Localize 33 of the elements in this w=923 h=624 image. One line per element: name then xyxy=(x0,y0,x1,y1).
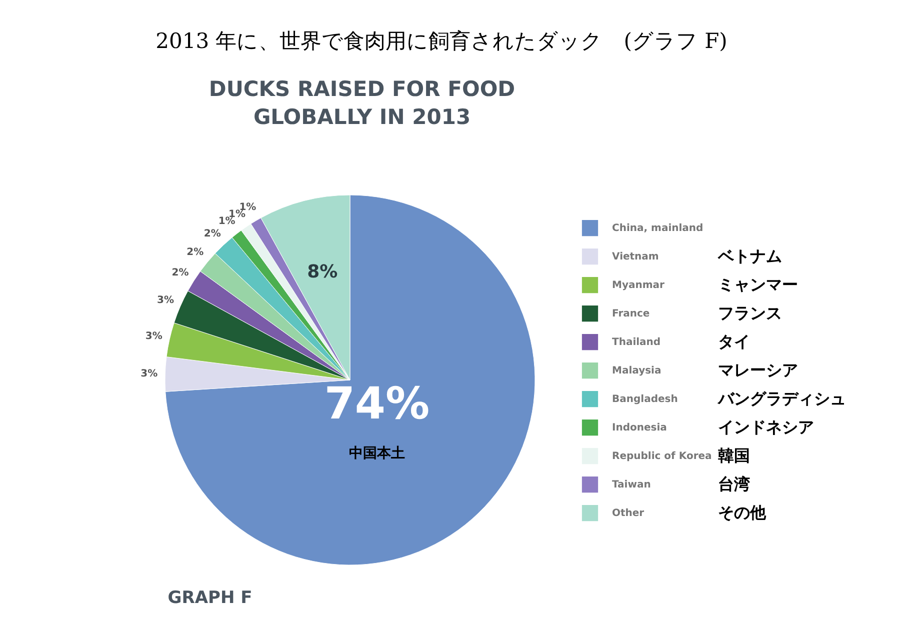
legend-label: Taiwan xyxy=(612,480,651,490)
legend-label: China, mainland xyxy=(612,223,704,234)
chart-subtitle: DUCKS RAISED FOR FOOD GLOBALLY IN 2013 xyxy=(208,77,516,129)
text: 台湾 xyxy=(718,474,750,494)
data-label: 2% xyxy=(172,267,189,278)
text: その他 xyxy=(718,503,766,522)
data-label: 2% xyxy=(186,246,204,258)
text: タイ xyxy=(718,332,750,351)
text: インドネシア xyxy=(718,418,814,436)
legend-label: Myanmar xyxy=(612,280,665,291)
data-label: 3% xyxy=(140,368,158,380)
legend-label: Bangladesh xyxy=(612,394,678,405)
legend-label: France xyxy=(612,308,650,320)
legend-label: Republic of Korea xyxy=(612,451,712,462)
legend-label: Indonesia xyxy=(612,422,667,434)
legend-label: Malaysia xyxy=(612,366,662,376)
text: ベトナム xyxy=(718,246,782,266)
legend-label: Other xyxy=(612,508,644,519)
text: 中国本土 xyxy=(348,445,405,462)
data-label: 8% xyxy=(307,261,338,282)
chart-title: 2013 年に、世界で食肉用に飼育されたダック (グラフ F) xyxy=(156,29,728,53)
text: マレーシア xyxy=(718,360,798,380)
text: ミャンマー xyxy=(718,275,798,294)
text: フランス xyxy=(718,304,782,322)
data-label: 3% xyxy=(157,295,174,306)
text: GRAPH F xyxy=(168,588,252,608)
legend-label: Vietnam xyxy=(612,252,659,262)
data-label: 74% xyxy=(324,378,430,430)
legend-label: Thailand xyxy=(612,337,661,348)
text: 韓国 xyxy=(718,446,750,465)
data-label: 3% xyxy=(145,331,162,342)
text: バングラディシュ xyxy=(718,389,846,408)
data-label: 2% xyxy=(204,228,221,240)
